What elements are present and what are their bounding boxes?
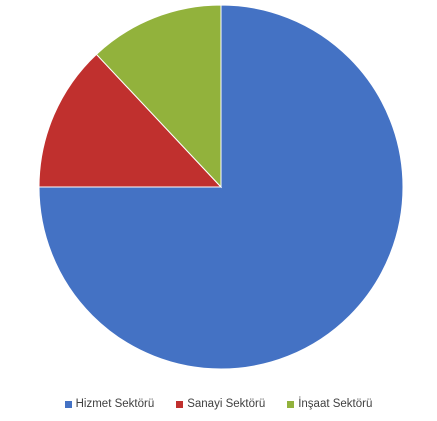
legend-swatch-insaat [287,400,295,408]
legend-label-sanayi: Sanayi Sektörü [187,398,266,410]
legend-label-insaat: İnşaat Sektörü [298,398,373,410]
legend-swatch-sanayi [176,400,184,408]
pie-chart [38,4,404,370]
legend-item-insaat: İnşaat Sektörü [287,398,372,410]
pie-slice-sanayi [38,53,223,188]
pie-slice-hizmet [38,4,404,370]
legend-label-hizmet: Hizmet Sektörü [75,398,155,410]
legend-swatch-hizmet [64,400,72,408]
pie-slice-insaat [95,4,222,189]
legend-item-sanayi: Sanayi Sektörü [176,398,265,410]
legend-item-hizmet: Hizmet Sektörü [64,398,155,410]
legend: Hizmet Sektörü Sanayi Sektörü İnşaat Sek… [0,398,437,410]
